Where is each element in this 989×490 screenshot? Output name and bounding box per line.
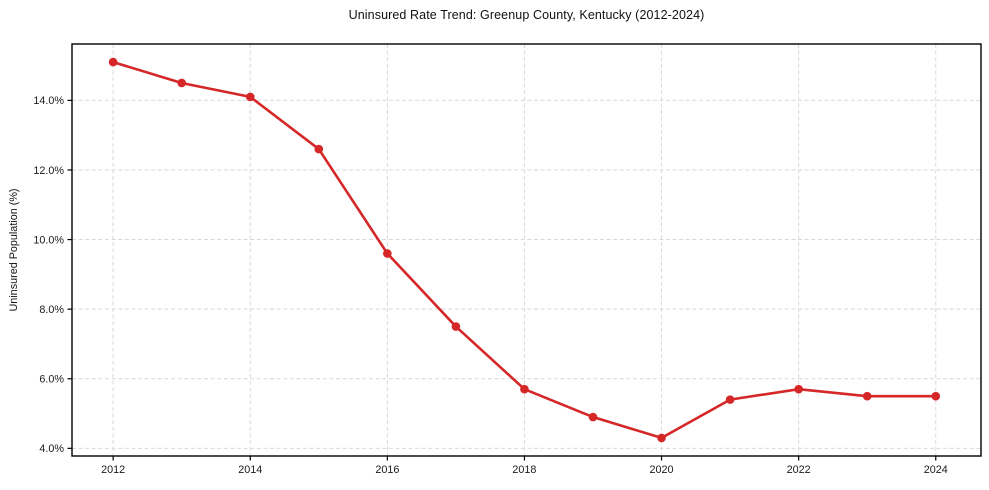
- y-tick-label: 6.0%: [39, 374, 64, 386]
- x-tick-label: 2012: [101, 464, 125, 476]
- x-tick-label: 2022: [787, 464, 811, 476]
- data-point-2014: [245, 92, 255, 102]
- data-point-2017: [451, 322, 461, 331]
- data-point-2018: [520, 384, 529, 394]
- chart-title: Uninsured Rate Trend: Greenup County, Ke…: [348, 8, 705, 22]
- x-tick-label: 2016: [375, 464, 399, 476]
- data-point-2024: [931, 391, 941, 401]
- data-point-2013: [177, 78, 186, 88]
- y-tick-label: 12.0%: [33, 165, 64, 177]
- data-point-2022: [794, 384, 803, 394]
- y-tick-label: 8.0%: [39, 304, 64, 316]
- x-tick-label: 2024: [924, 464, 948, 476]
- x-tick-label: 2014: [238, 464, 262, 476]
- data-point-2019: [588, 412, 598, 422]
- data-point-2023: [862, 391, 872, 401]
- data-point-2016: [383, 249, 392, 258]
- axes-border: [71, 43, 982, 457]
- data-point-2020: [657, 433, 666, 443]
- x-tick-label: 2018: [512, 464, 536, 476]
- y-tick-label: 14.0%: [33, 95, 64, 107]
- y-tick-label: 10.0%: [33, 234, 64, 246]
- y-tick-label: 4.0%: [39, 443, 64, 455]
- data-point-2015: [314, 144, 324, 154]
- x-tick-label: 2020: [650, 464, 674, 476]
- data-point-2021: [725, 395, 735, 404]
- data-point-2012: [108, 57, 118, 67]
